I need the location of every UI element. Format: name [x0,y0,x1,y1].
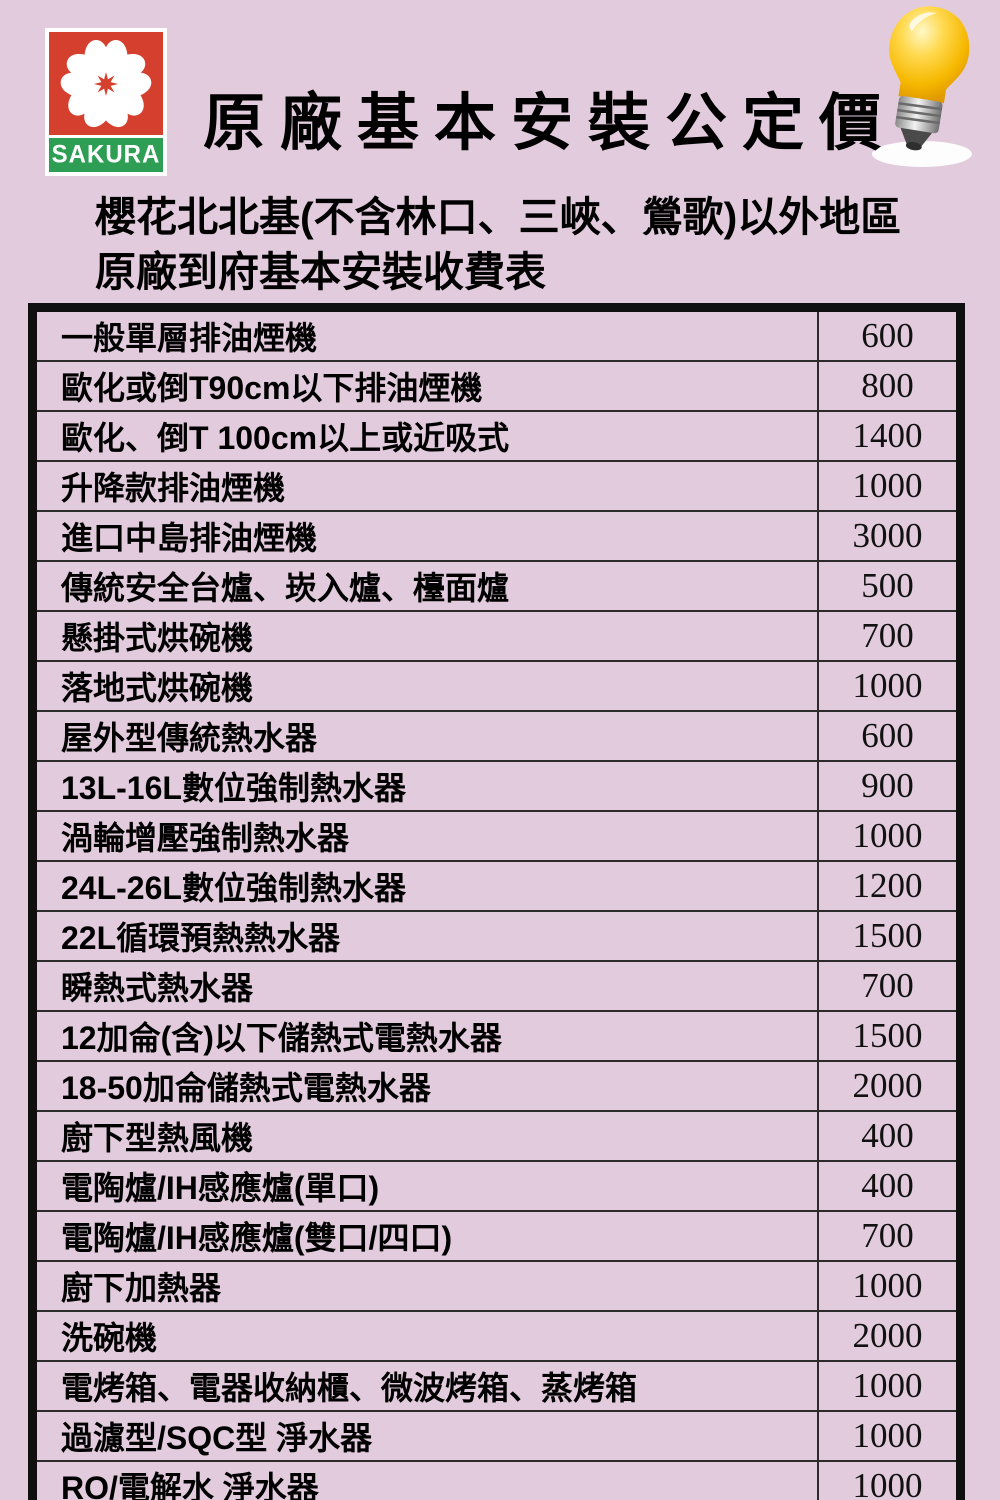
item-name: 歐化或倒T90cm以下排油煙機 [32,361,818,412]
table-row: 13L-16L數位強制熱水器 900 [32,761,961,812]
item-price: 2000 [817,1061,961,1112]
table-row: 瞬熱式熱水器 700 [32,961,961,1012]
item-price: 400 [817,1161,961,1212]
item-price: 1000 [817,1461,961,1500]
item-name: 過濾型/SQC型 淨水器 [32,1411,818,1462]
item-price: 900 [817,761,961,812]
item-price: 1000 [817,1361,961,1412]
item-price: 1000 [817,811,961,862]
item-name: 歐化、倒T 100cm以上或近吸式 [32,411,818,462]
item-price: 1200 [817,861,961,912]
item-name: 洗碗機 [32,1311,818,1362]
table-row: 屋外型傳統熱水器 600 [32,711,961,762]
item-price: 1500 [817,1011,961,1062]
item-name: 廚下型熱風機 [32,1111,818,1162]
price-table-body: 一般單層排油煙機 600 歐化或倒T90cm以下排油煙機 800 歐化、倒T 1… [32,307,961,1500]
item-name: 懸掛式烘碗機 [32,611,818,662]
table-row: 洗碗機 2000 [32,1311,961,1362]
price-table: 一般單層排油煙機 600 歐化或倒T90cm以下排油煙機 800 歐化、倒T 1… [28,303,965,1500]
sakura-brand-text: SAKURA [51,140,161,169]
item-name: 瞬熱式熱水器 [32,961,818,1012]
table-row: 電烤箱、電器收納櫃、微波烤箱、蒸烤箱 1000 [32,1361,961,1412]
item-price: 700 [817,1211,961,1262]
table-row: 渦輪增壓強制熱水器 1000 [32,811,961,862]
item-name: 進口中島排油煙機 [32,511,818,562]
table-row: 12加侖(含)以下儲熱式電熱水器 1500 [32,1011,961,1062]
item-name: 電陶爐/IH感應爐(單口) [32,1161,818,1212]
item-price: 1000 [817,1411,961,1462]
item-name: 13L-16L數位強制熱水器 [32,761,818,812]
table-row: 22L循環預熱熱水器 1500 [32,911,961,962]
item-price: 3000 [817,511,961,562]
table-row: 一般單層排油煙機 600 [32,307,961,362]
table-row: 落地式烘碗機 1000 [32,661,961,712]
item-price: 1000 [817,661,961,712]
item-name: 24L-26L數位強制熱水器 [32,861,818,912]
item-name: 渦輪增壓強制熱水器 [32,811,818,862]
table-row: 電陶爐/IH感應爐(雙口/四口) 700 [32,1211,961,1262]
item-price: 700 [817,611,961,662]
item-name: 22L循環預熱熱水器 [32,911,818,962]
item-name: 一般單層排油煙機 [32,307,818,362]
item-price: 600 [817,711,961,762]
item-price: 1400 [817,411,961,462]
item-price: 700 [817,961,961,1012]
subtitle-line-1: 櫻花北北基(不含林口、三峽、鶯歌)以外地區 [95,194,902,240]
table-row: 進口中島排油煙機 3000 [32,511,961,562]
item-price: 1000 [817,1261,961,1312]
lightbulb-icon [858,2,996,170]
item-price: 800 [817,361,961,412]
item-price: 600 [817,307,961,362]
table-row: 歐化或倒T90cm以下排油煙機 800 [32,361,961,412]
item-name: 電烤箱、電器收納櫃、微波烤箱、蒸烤箱 [32,1361,818,1412]
sakura-flower-icon [49,32,163,135]
table-row: 廚下加熱器 1000 [32,1261,961,1312]
sakura-brand-band: SAKURA [49,138,163,172]
table-row: 電陶爐/IH感應爐(單口) 400 [32,1161,961,1212]
item-price: 500 [817,561,961,612]
table-row: 傳統安全台爐、崁入爐、檯面爐 500 [32,561,961,612]
table-row: RO/電解水 淨水器 1000 [33,1461,961,1500]
item-name: 升降款排油煙機 [32,461,818,512]
table-row: 過濾型/SQC型 淨水器 1000 [32,1411,961,1462]
item-name: 屋外型傳統熱水器 [32,711,818,762]
item-price: 400 [817,1111,961,1162]
table-row: 24L-26L數位強制熱水器 1200 [32,861,961,912]
subtitle: 櫻花北北基(不含林口、三峽、鶯歌)以外地區 原廠到府基本安裝收費表 [95,190,901,300]
item-price: 1000 [817,461,961,512]
item-name: 18-50加侖儲熱式電熱水器 [32,1061,818,1112]
item-name: 12加侖(含)以下儲熱式電熱水器 [32,1011,818,1062]
page-title: 原廠基本安裝公定價 [203,89,897,158]
item-price: 2000 [817,1311,961,1362]
subtitle-line-2: 原廠到府基本安裝收費表 [95,249,546,295]
table-row: 懸掛式烘碗機 700 [32,611,961,662]
item-name: 廚下加熱器 [32,1261,818,1312]
table-row: 歐化、倒T 100cm以上或近吸式 1400 [32,411,961,462]
sakura-logo: SAKURA [45,28,167,176]
table-row: 廚下型熱風機 400 [32,1111,961,1162]
table-row: 18-50加侖儲熱式電熱水器 2000 [32,1061,961,1112]
table-row: 升降款排油煙機 1000 [32,461,961,512]
item-name: RO/電解水 淨水器 [61,1470,319,1500]
item-name: 電陶爐/IH感應爐(雙口/四口) [32,1211,818,1262]
item-name: 落地式烘碗機 [32,661,818,712]
item-price: 1500 [817,911,961,962]
item-name: 傳統安全台爐、崁入爐、檯面爐 [32,561,818,612]
